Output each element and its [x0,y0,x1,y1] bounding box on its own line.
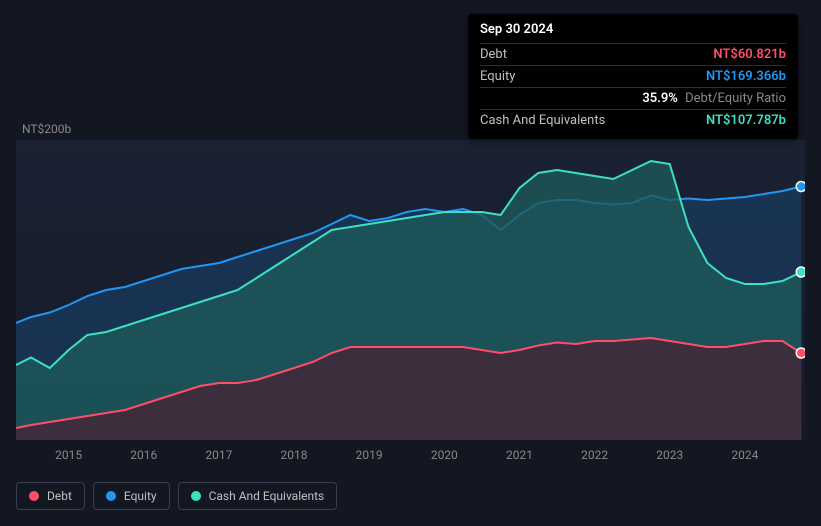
x-axis-year: 2016 [130,448,157,462]
legend-label: Cash And Equivalents [209,489,325,503]
tooltip-row: Equity NT$169.366b [480,65,786,87]
legend-dot [29,491,39,501]
tooltip-row: Cash And Equivalents NT$107.787b [480,109,786,131]
legend-label: Equity [124,489,157,503]
chart-tooltip: Sep 30 2024 Debt NT$60.821b Equity NT$169.36… [468,14,798,139]
x-axis-year: 2018 [281,448,308,462]
x-axis-year: 2021 [506,448,533,462]
legend-dot [191,491,201,501]
tooltip-row: Debt NT$60.821b [480,43,786,65]
x-axis-labels: 2015 2016 2017 2018 2019 2020 2021 2022 2023 2024 [16,448,805,468]
legend-item-cash-and-equivalents[interactable]: Cash And Equivalents [178,482,338,510]
x-axis-year: 2020 [431,448,458,462]
area-chart [16,126,805,444]
tooltip-row: 35.9% Debt/Equity Ratio [480,87,786,109]
legend-dot [106,491,116,501]
tooltip-label: Debt [480,47,507,62]
x-axis-year: 2022 [581,448,608,462]
tooltip-label: Equity [480,69,515,84]
legend-item-debt[interactable]: Debt [16,482,85,510]
legend-label: Debt [47,489,72,503]
x-axis-year: 2017 [205,448,232,462]
x-axis-year: 2023 [656,448,683,462]
tooltip-value: NT$169.366b [706,69,786,84]
tooltip-ratio: 35.9% Debt/Equity Ratio [642,91,786,106]
tooltip-value: NT$60.821b [713,47,786,62]
x-axis-year: 2015 [55,448,82,462]
x-axis-year: 2019 [356,448,383,462]
x-axis-year: 2024 [731,448,758,462]
legend-item-equity[interactable]: Equity [93,482,170,510]
tooltip-value: NT$107.787b [706,113,786,128]
chart-legend: Debt Equity Cash And Equivalents [16,482,337,510]
chart-svg [16,126,805,444]
tooltip-label: Cash And Equivalents [480,113,605,128]
tooltip-date: Sep 30 2024 [480,22,786,37]
